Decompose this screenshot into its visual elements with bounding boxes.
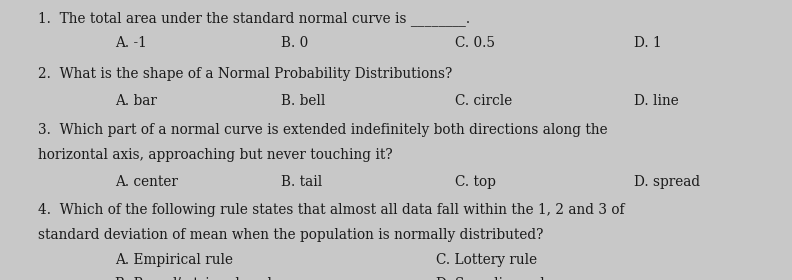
Text: A. Empirical rule: A. Empirical rule — [115, 253, 233, 267]
Text: B. 0: B. 0 — [281, 36, 308, 50]
Text: D. Sampling rule: D. Sampling rule — [436, 277, 552, 280]
Text: horizontal axis, approaching but never touching it?: horizontal axis, approaching but never t… — [38, 148, 393, 162]
Text: A. -1: A. -1 — [115, 36, 147, 50]
Text: C. 0.5: C. 0.5 — [455, 36, 496, 50]
Text: C. top: C. top — [455, 175, 497, 189]
Text: B. Pascal’s triangle rule: B. Pascal’s triangle rule — [115, 277, 280, 280]
Text: 3.  Which part of a normal curve is extended indefinitely both directions along : 3. Which part of a normal curve is exten… — [38, 123, 607, 137]
Text: A. bar: A. bar — [115, 94, 157, 108]
Text: D. line: D. line — [634, 94, 679, 108]
Text: 4.  Which of the following rule states that almost all data fall within the 1, 2: 4. Which of the following rule states th… — [38, 203, 625, 217]
Text: 1.  The total area under the standard normal curve is ________.: 1. The total area under the standard nor… — [38, 11, 470, 26]
Text: D. spread: D. spread — [634, 175, 699, 189]
Text: A. center: A. center — [115, 175, 177, 189]
Text: B. bell: B. bell — [281, 94, 326, 108]
Text: 2.  What is the shape of a Normal Probability Distributions?: 2. What is the shape of a Normal Probabi… — [38, 67, 452, 81]
Text: C. Lottery rule: C. Lottery rule — [436, 253, 537, 267]
Text: C. circle: C. circle — [455, 94, 512, 108]
Text: D. 1: D. 1 — [634, 36, 661, 50]
Text: B. tail: B. tail — [281, 175, 322, 189]
Text: standard deviation of mean when the population is normally distributed?: standard deviation of mean when the popu… — [38, 228, 543, 242]
